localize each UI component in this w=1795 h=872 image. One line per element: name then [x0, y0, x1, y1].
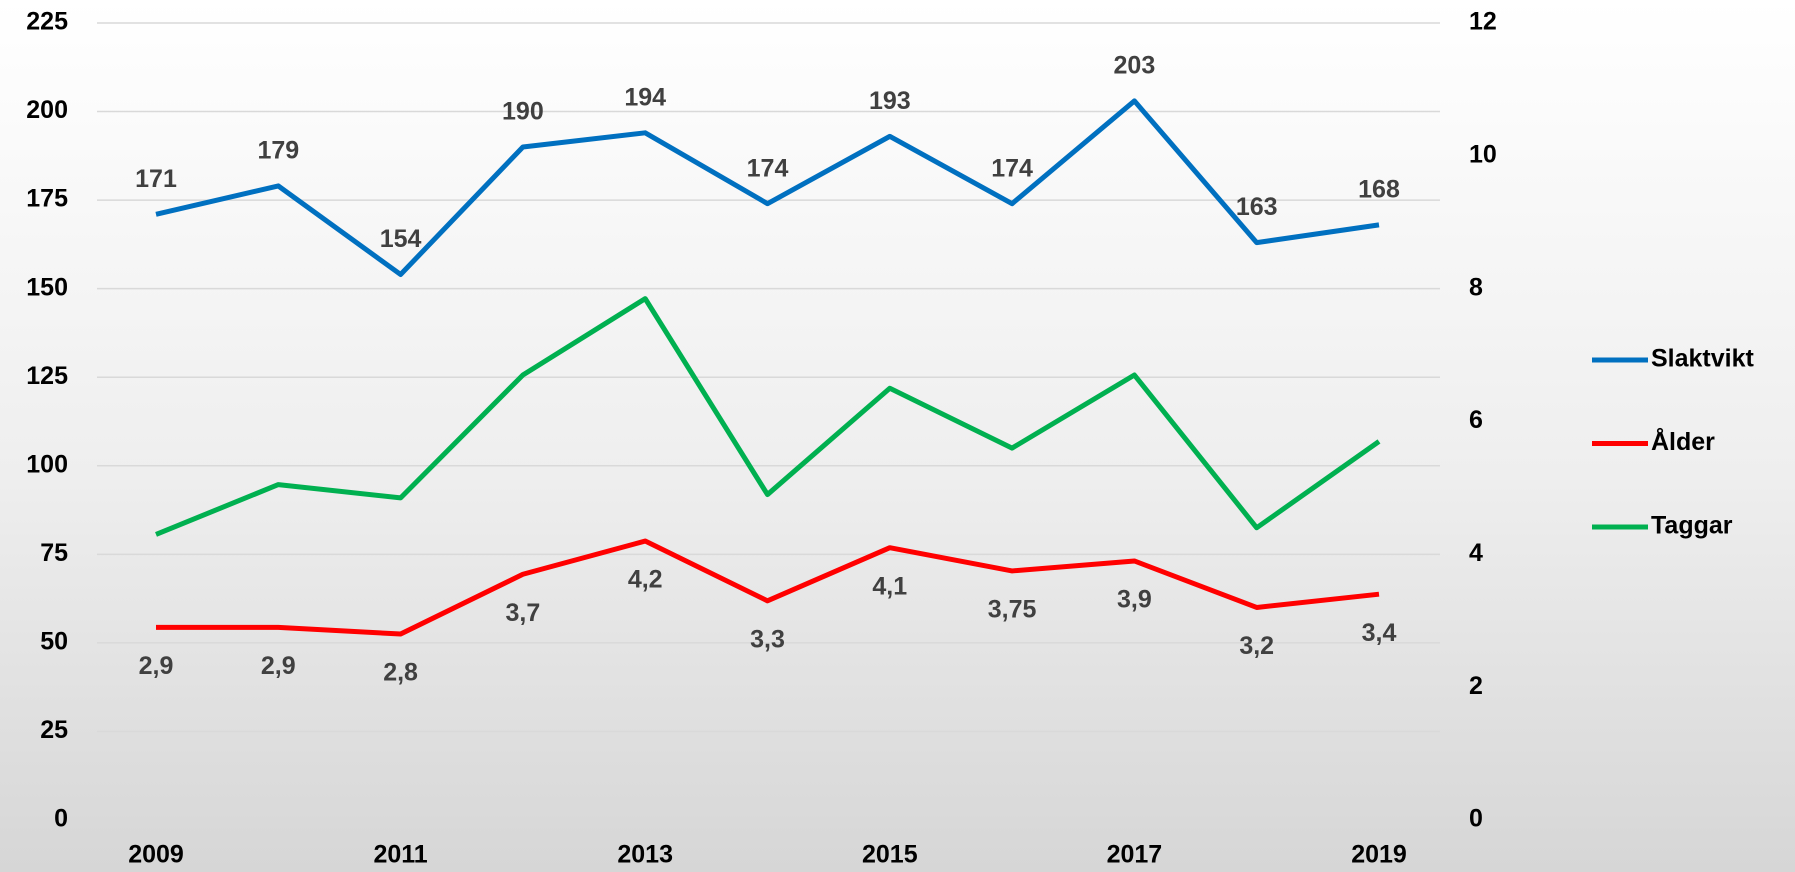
y-tick-label: 0 — [54, 805, 68, 833]
y-tick-label: 150 — [26, 273, 68, 301]
data-label: 4,2 — [628, 566, 663, 594]
data-label: 203 — [1114, 52, 1156, 80]
y2-tick-label: 0 — [1469, 805, 1483, 833]
x-tick-label: 2011 — [373, 841, 427, 869]
y2-tick-label: 6 — [1469, 406, 1483, 434]
data-label: 190 — [502, 98, 544, 126]
y2-tick-label: 8 — [1469, 273, 1483, 301]
y2-tick-label: 10 — [1469, 140, 1497, 168]
data-label: 194 — [624, 83, 666, 111]
y-tick-label: 225 — [26, 8, 68, 36]
series-line — [156, 538, 1380, 637]
data-label: 2,9 — [261, 652, 296, 680]
y2-tick-label: 4 — [1469, 539, 1483, 567]
x-tick-label: 2017 — [1107, 841, 1163, 869]
legend-label: Taggar — [1651, 512, 1733, 540]
data-label: 174 — [991, 154, 1033, 182]
x-tick-label: 2015 — [862, 841, 918, 869]
data-label: 2,8 — [383, 659, 418, 687]
x-tick-label: 2009 — [128, 841, 184, 869]
y-tick-label: 175 — [26, 185, 68, 213]
data-label: 3,4 — [1362, 619, 1397, 647]
legend-label: Slaktvikt — [1651, 345, 1755, 373]
data-label: 3,75 — [988, 596, 1037, 624]
data-label: 3,2 — [1239, 632, 1274, 660]
data-label: 2,9 — [139, 652, 174, 680]
data-label: 168 — [1358, 176, 1400, 204]
series-line — [155, 98, 1380, 277]
x-tick-label: 2019 — [1351, 841, 1407, 869]
series-line — [155, 296, 1381, 537]
data-label: 163 — [1236, 193, 1278, 221]
x-tick-label: 2013 — [617, 841, 673, 869]
data-label: 171 — [135, 165, 177, 193]
legend-label: Ålder — [1651, 427, 1715, 456]
y2-tick-label: 12 — [1469, 8, 1497, 36]
data-label: 4,1 — [872, 572, 907, 600]
y-tick-label: 75 — [40, 539, 68, 567]
y-tick-label: 125 — [26, 362, 68, 390]
data-label: 3,9 — [1117, 586, 1152, 614]
y-tick-label: 25 — [40, 716, 68, 744]
data-label: 179 — [257, 137, 299, 165]
y-tick-label: 200 — [26, 96, 68, 124]
y-tick-label: 100 — [26, 450, 68, 478]
data-label: 3,7 — [506, 599, 541, 627]
y-tick-label: 50 — [40, 627, 68, 655]
data-label: 174 — [747, 154, 789, 182]
y2-tick-label: 2 — [1469, 672, 1483, 700]
data-label: 154 — [380, 225, 422, 253]
data-label: 3,3 — [750, 625, 785, 653]
data-label: 193 — [869, 87, 911, 115]
